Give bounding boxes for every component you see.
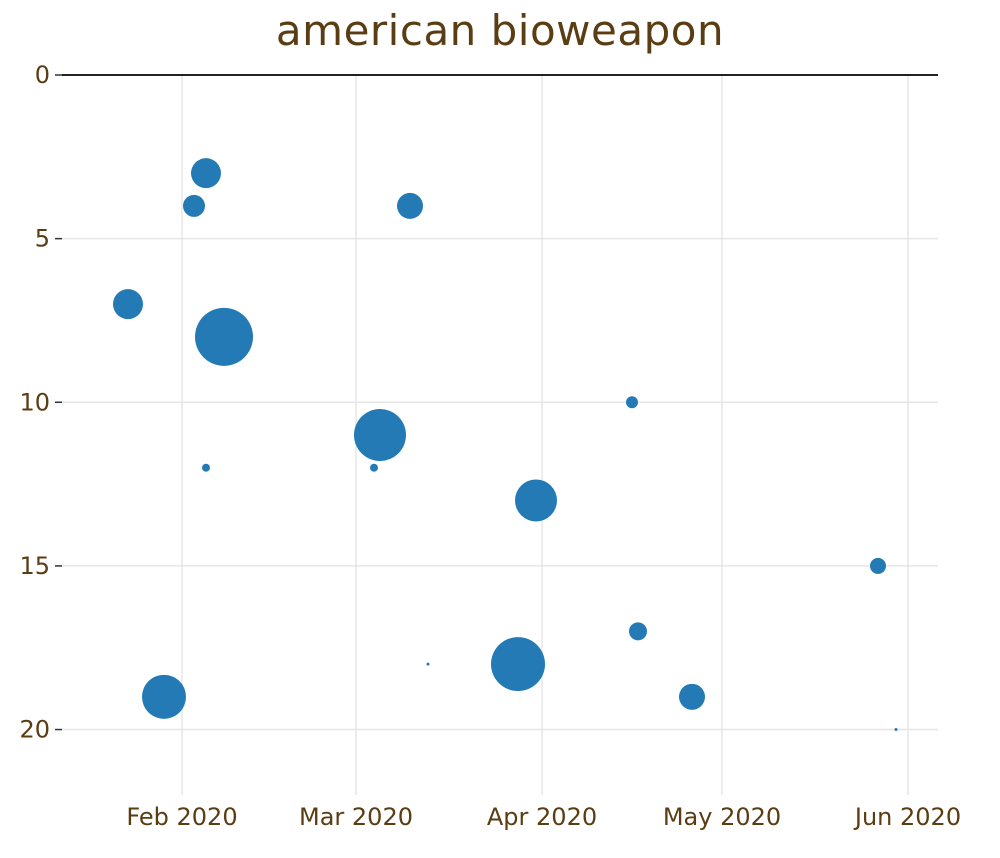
x-tick-label: May 2020: [663, 803, 781, 831]
chart-title: american bioweapon: [275, 6, 725, 55]
data-point: [142, 674, 186, 719]
axis-layer: 0 5 10 15 20 Feb 2020 Mar 2020 Apr 2020 May 2020…: [19, 61, 961, 831]
x-tick-label: Jun 2020: [853, 803, 961, 831]
data-point: [191, 158, 221, 189]
y-tick-label: 5: [35, 225, 50, 253]
x-tick-label: Feb 2020: [126, 803, 237, 831]
data-point: [491, 637, 545, 692]
data-point: [426, 662, 430, 666]
data-point: [113, 289, 143, 320]
x-tick-label: Mar 2020: [299, 803, 413, 831]
data-point: [183, 194, 205, 217]
y-tick-label: 15: [19, 552, 50, 580]
data-point: [354, 409, 406, 461]
x-tick-label: Apr 2020: [487, 803, 597, 831]
data-point: [202, 463, 210, 472]
data-point: [397, 192, 423, 219]
data-point: [195, 307, 253, 366]
grid-layer: [62, 75, 938, 795]
data-point: [870, 557, 886, 574]
y-tick-label: 20: [19, 716, 50, 744]
y-tick-label: 10: [19, 388, 50, 416]
data-point: [370, 463, 378, 472]
data-point: [894, 728, 898, 732]
data-point: [679, 683, 705, 710]
data-point: [626, 396, 638, 409]
data-point: [515, 479, 557, 522]
point-layer: [113, 158, 898, 732]
data-point: [629, 622, 647, 641]
y-tick-label: 0: [35, 61, 50, 89]
